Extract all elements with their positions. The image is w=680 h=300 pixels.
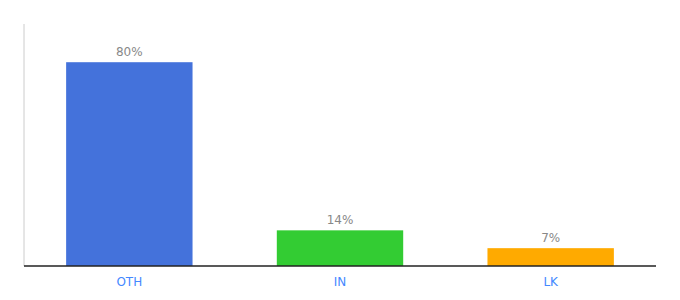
data-label: 14% [327, 213, 354, 227]
bars [66, 62, 614, 266]
bar [277, 230, 403, 266]
x-tick-label: LK [543, 275, 559, 289]
data-label: 80% [116, 45, 143, 59]
bar [66, 62, 192, 266]
plot-area [66, 62, 614, 266]
bar [487, 248, 613, 266]
x-tick-label: OTH [116, 275, 142, 289]
x-tick-label: IN [334, 275, 347, 289]
data-label: 7% [541, 231, 560, 245]
chart-container: OTH IN LK 80% 14% 7% [0, 0, 680, 300]
x-axis-line [24, 265, 656, 267]
y-axis-line [24, 24, 25, 266]
chart-svg: OTH IN LK 80% 14% 7% [0, 0, 680, 300]
